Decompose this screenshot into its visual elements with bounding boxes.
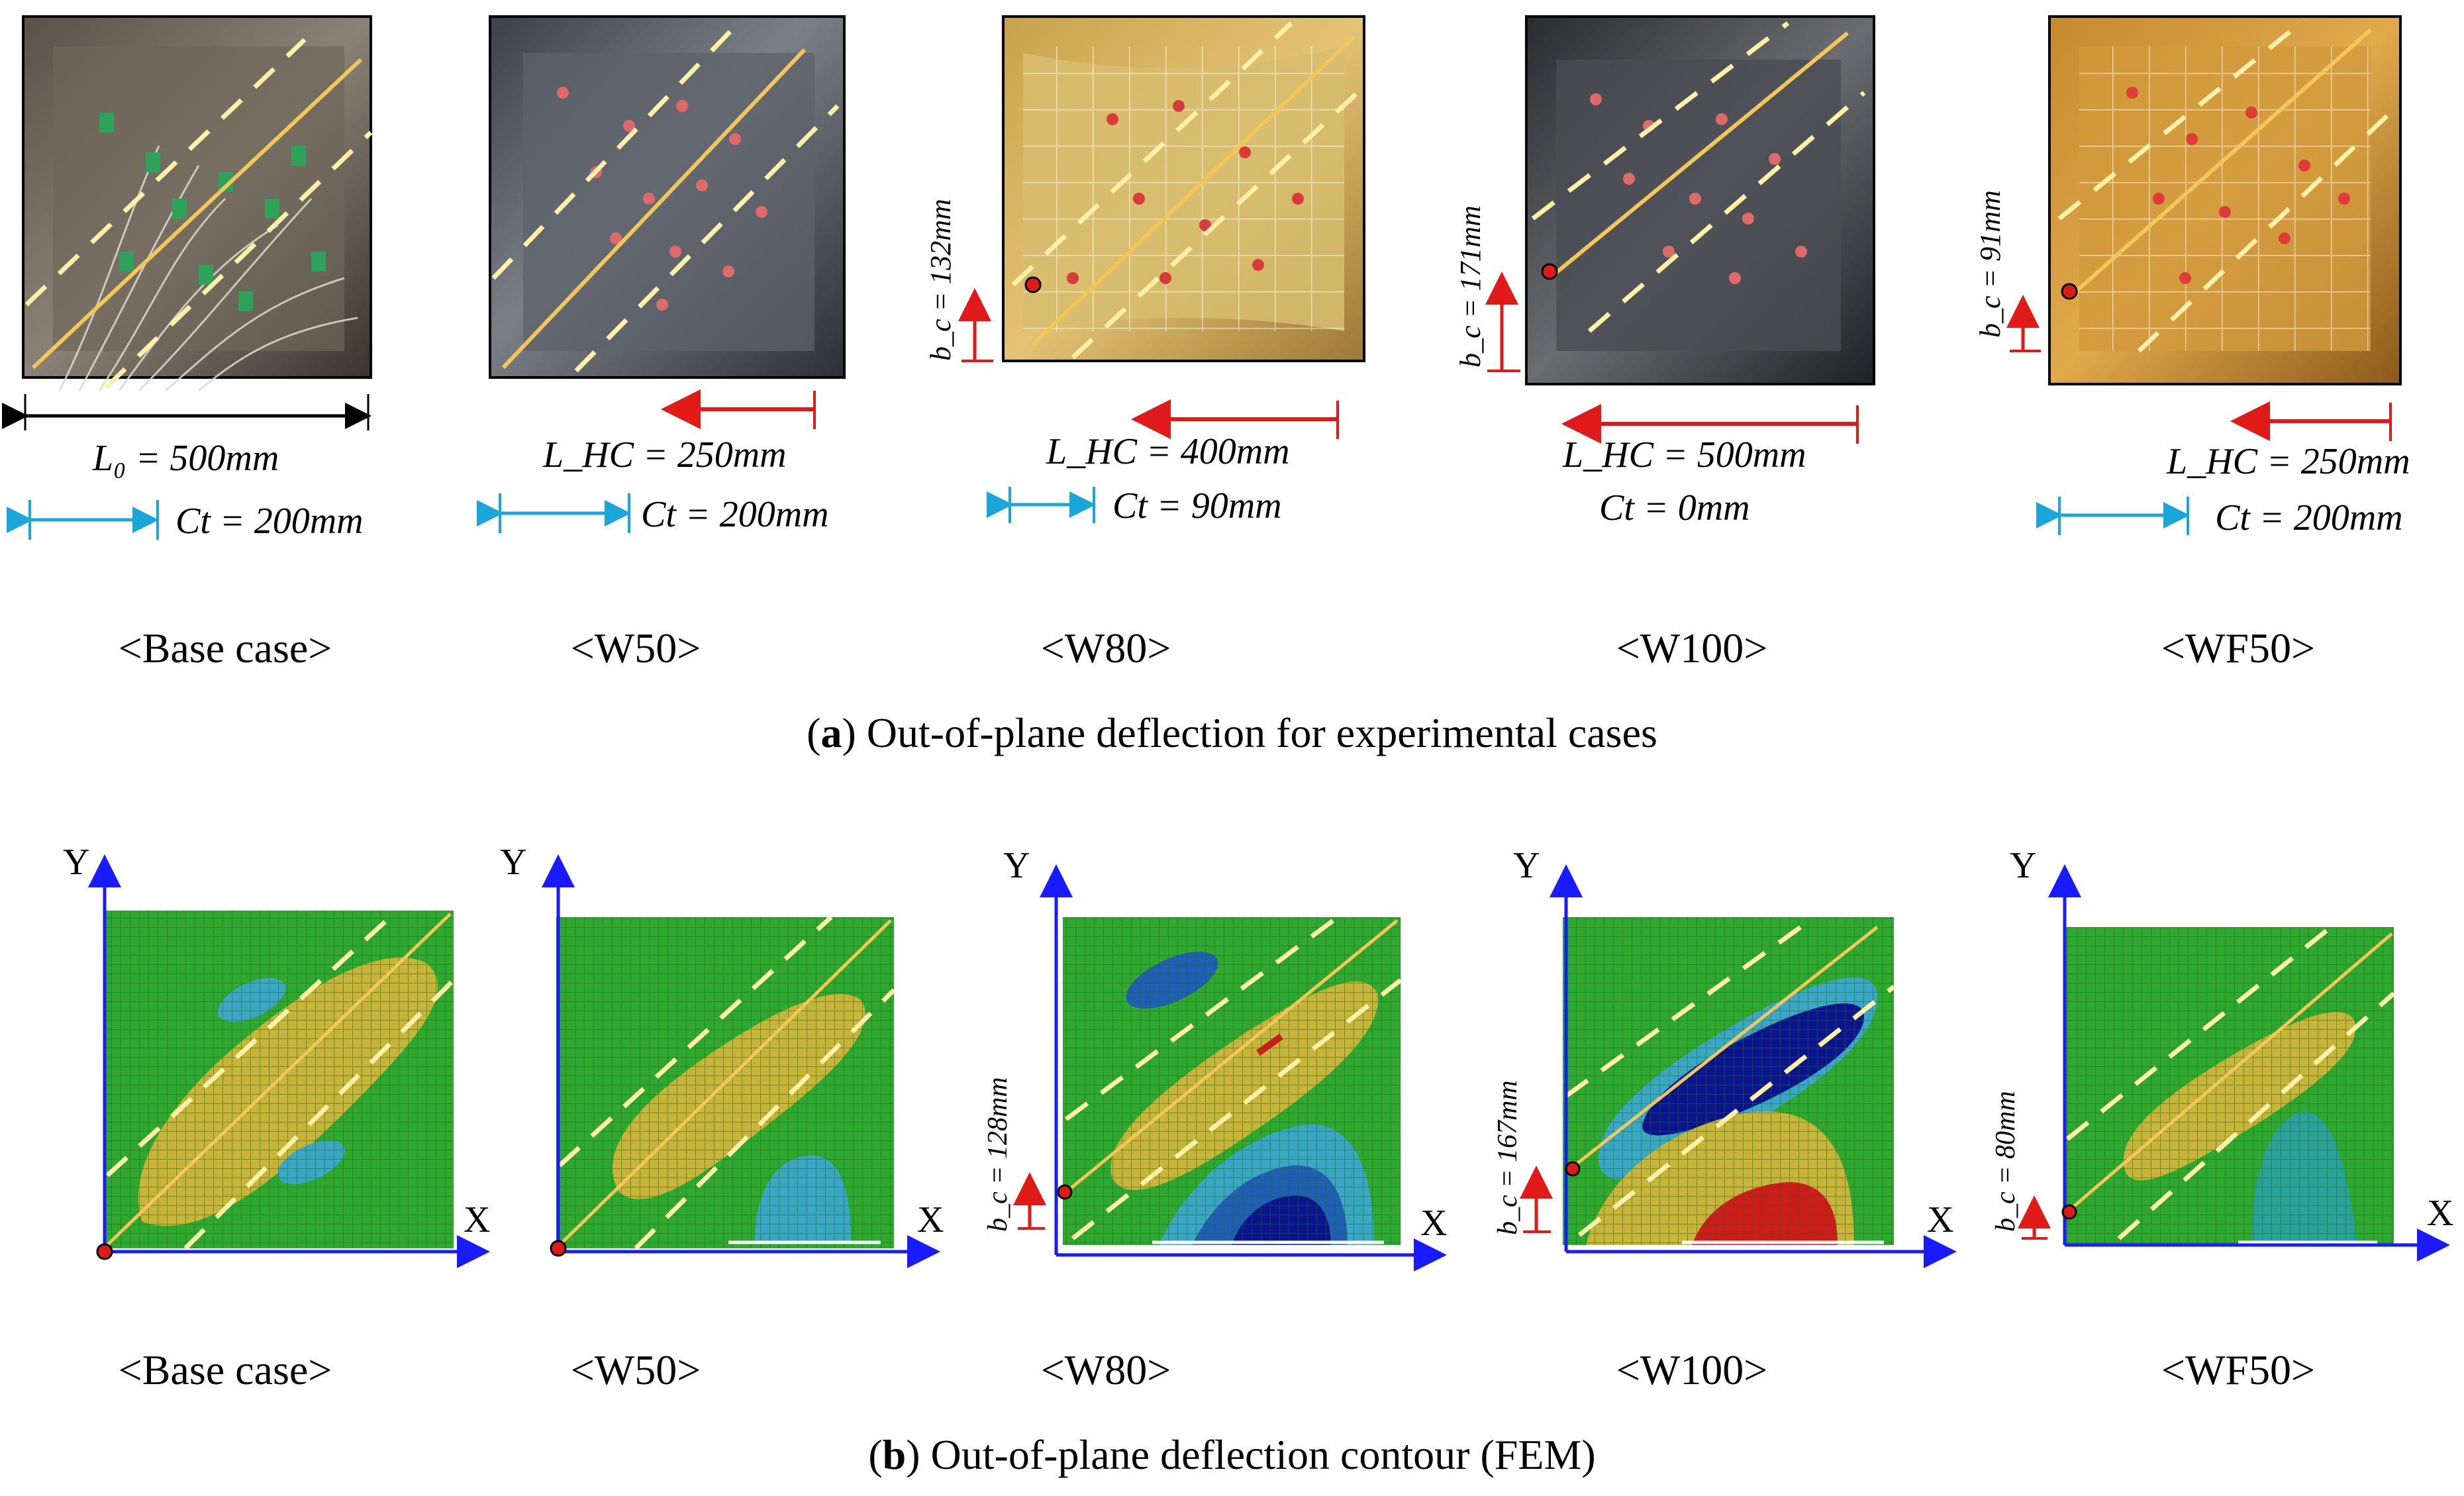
fem-label-w50: <W50>	[571, 1346, 701, 1393]
fem-label-w100: <W100>	[1616, 1346, 1768, 1393]
ct-label: Ct = 90mm	[1112, 485, 1282, 526]
fem-panel-base-case: Y X <Base case>	[63, 842, 490, 1393]
length-label: L₀ = 500mm	[92, 438, 279, 479]
axis-x-label: X	[917, 1199, 944, 1240]
ct-label: Ct = 200mm	[2215, 497, 2403, 538]
ct-label: Ct = 200mm	[175, 501, 364, 542]
exp-panel-w100: b_c = 171mm L_HC = 500mm Ct = 0mm <W100>	[1454, 15, 1875, 672]
bc-label: b_c = 171mm	[1454, 205, 1487, 368]
exp-label-wf50: <WF50>	[2161, 624, 2315, 672]
fem-panel-w80: b_c = 128mm Y X <W80>	[983, 845, 1447, 1393]
axis-y-label: Y	[500, 842, 526, 883]
bc-label: b_c = 80mm	[1991, 1091, 2021, 1232]
ct-label: Ct = 200mm	[641, 494, 829, 535]
target-markers-icon	[2126, 87, 2350, 284]
exp-label-w80: <W80>	[1041, 624, 1171, 672]
axis-x-label: X	[464, 1199, 490, 1240]
axis-y-label: Y	[2010, 845, 2036, 886]
fem-panel-wf50: b_c = 80mm Y X <WF50>	[1991, 845, 2453, 1393]
exp-panel-base-case: L₀ = 500mm Ct = 200mm <Base case>	[2, 15, 373, 672]
axis-x-label: X	[2427, 1193, 2453, 1234]
fem-panel-w50: Y X <W50>	[500, 842, 944, 1393]
caption-letter: b	[882, 1431, 907, 1478]
axis-y-label: Y	[1003, 845, 1030, 886]
caption-text: ) Out-of-plane deflection contour (FEM)	[906, 1431, 1596, 1478]
axis-y-label: Y	[1513, 845, 1540, 886]
exp-label-w50: <W50>	[571, 624, 701, 672]
axis-x-label: X	[1420, 1203, 1447, 1244]
sensor-clips-icon	[99, 113, 326, 311]
ct-label: Ct = 0mm	[1599, 487, 1750, 528]
fem-label-base-case: <Base case>	[119, 1346, 332, 1393]
exp-label-w100: <W100>	[1616, 624, 1768, 672]
length-label: L_HC = 500mm	[1562, 434, 1806, 475]
length-label: L_HC = 250mm	[2166, 441, 2410, 482]
caption-text: ) Out-of-plane deflection for experiment…	[842, 709, 1657, 756]
wires-icon	[58, 145, 358, 392]
fem-panel-w100: b_c = 167mm Y X <W100>	[1493, 845, 1957, 1393]
bc-label: b_c = 128mm	[983, 1077, 1013, 1232]
exp-label-base-case: <Base case>	[119, 624, 332, 672]
axis-x-label: X	[1927, 1199, 1953, 1240]
bc-label: b_c = 167mm	[1493, 1080, 1523, 1235]
axis-y-label: Y	[63, 842, 89, 883]
bc-label: b_c = 132mm	[924, 199, 957, 361]
length-label: L_HC = 250mm	[542, 434, 787, 475]
target-markers-icon	[1590, 93, 1807, 284]
target-markers-icon	[1067, 100, 1304, 284]
fem-label-wf50: <WF50>	[2161, 1346, 2315, 1393]
length-label: L_HC = 400mm	[1046, 431, 1290, 472]
fem-label-w80: <W80>	[1041, 1346, 1171, 1393]
caption-letter: a	[820, 709, 842, 756]
bc-label: b_c = 91mm	[1974, 190, 2006, 338]
exp-panel-w50: L_HC = 250mm Ct = 200mm <W50>	[477, 15, 846, 672]
caption-a: (a) Out-of-plane deflection for experime…	[807, 709, 1657, 756]
caption-b: (b) Out-of-plane deflection contour (FEM…	[868, 1431, 1596, 1478]
target-markers-icon	[557, 87, 767, 311]
exp-panel-w80: b_c = 132mm L_HC = 400mm Ct = 90mm <W80>	[924, 15, 1365, 672]
exp-panel-wf50: b_c = 91mm L_HC = 250mm Ct = 200mm <WF50…	[1974, 15, 2410, 672]
